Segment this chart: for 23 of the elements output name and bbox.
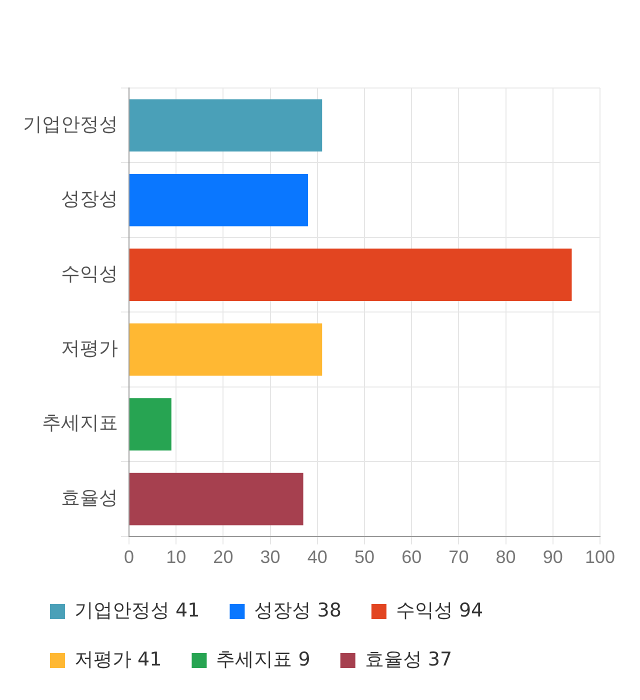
legend-label: 저평가 41 <box>74 648 162 670</box>
x-tick-label: 40 <box>307 547 328 568</box>
x-tick-label: 70 <box>448 547 469 568</box>
x-tick-label: 60 <box>402 547 422 568</box>
x-tick-label: 50 <box>354 547 375 568</box>
x-tick-label: 0 <box>124 547 134 568</box>
y-tick-label: 추세지표 <box>42 412 118 434</box>
y-tick-label: 기업안정성 <box>23 113 118 136</box>
x-tick-label: 100 <box>584 547 616 568</box>
y-tick-label: 수익성 <box>61 262 118 285</box>
x-tick-label: 20 <box>213 547 234 568</box>
y-tick-label: 저평가 <box>61 338 118 360</box>
x-tick-label: 30 <box>260 547 280 568</box>
x-tick-label: 80 <box>496 547 516 568</box>
legend-label: 수익성 94 <box>396 599 484 622</box>
x-tick-label: 10 <box>166 547 186 568</box>
y-tick-label: 성장성 <box>61 188 118 210</box>
legend-label: 추세지표 9 <box>216 648 310 670</box>
x-tick-label: 90 <box>542 547 563 568</box>
legend-label: 성장성 38 <box>254 599 342 622</box>
legend-label: 효율성 37 <box>364 648 452 670</box>
y-tick-label: 효율성 <box>61 486 118 509</box>
legend-label: 기업안정성 41 <box>74 599 200 622</box>
